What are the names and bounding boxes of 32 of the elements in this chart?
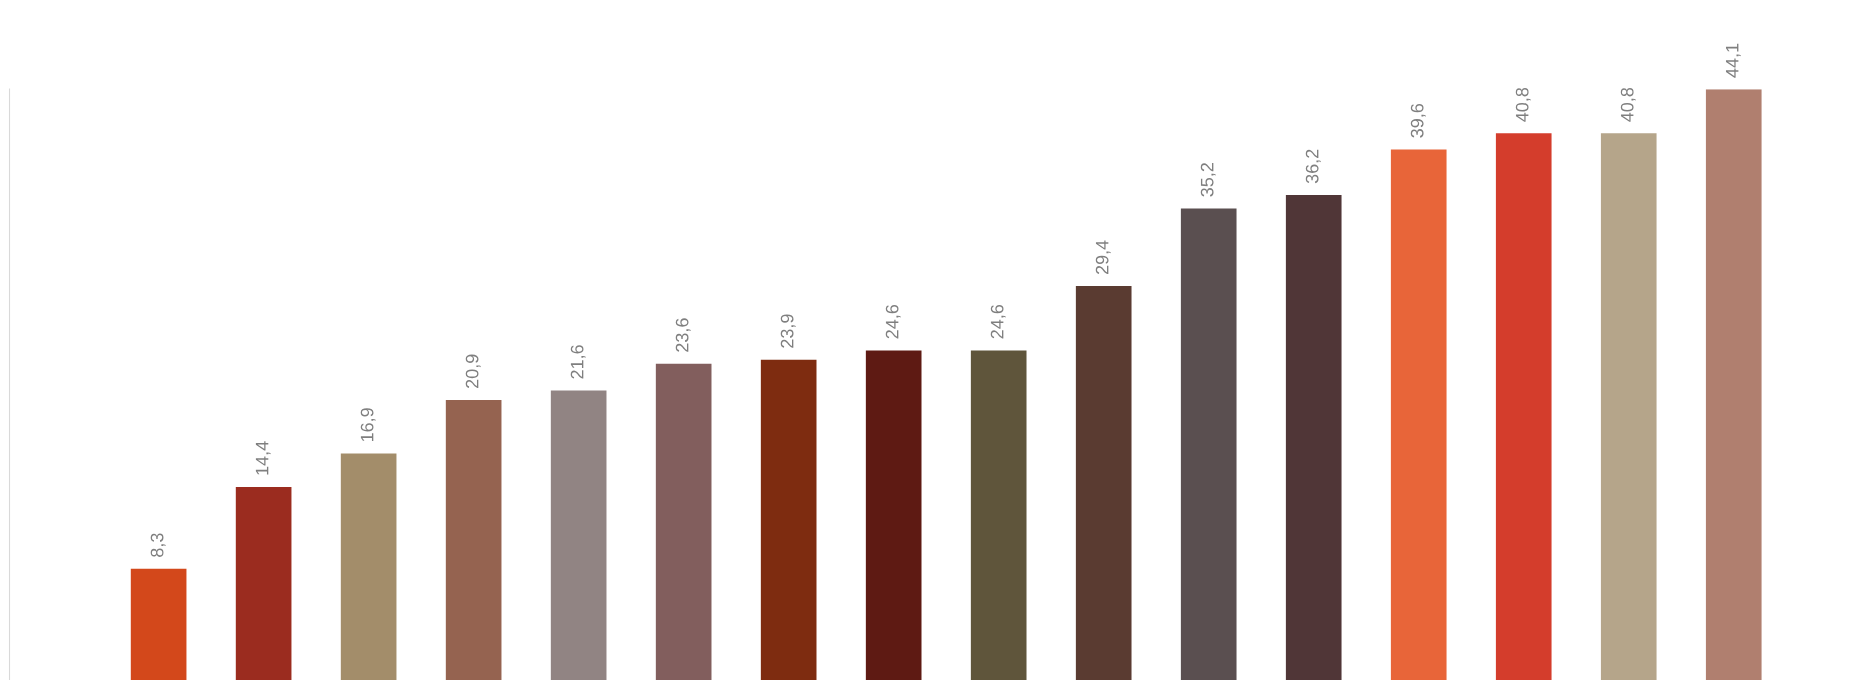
data-label: 24,6 [990, 304, 1006, 339]
data-label: 40,8 [1620, 87, 1636, 122]
data-label: 39,6 [1410, 103, 1426, 138]
bar [130, 568, 187, 680]
bar [1600, 133, 1657, 680]
data-label: 16,9 [360, 408, 376, 442]
bar [655, 363, 712, 680]
bar [550, 390, 607, 680]
bar [865, 350, 922, 680]
data-label: 40,8 [1515, 87, 1531, 122]
data-label: 23,9 [780, 314, 796, 348]
data-label: 21,6 [570, 345, 586, 379]
data-label: 44,1 [1725, 43, 1741, 78]
data-label: 24,6 [885, 304, 901, 339]
data-label: 36,2 [1305, 149, 1321, 184]
bar [760, 359, 817, 680]
bar [1495, 133, 1552, 680]
data-label: 29,4 [1095, 240, 1111, 275]
data-label: 35,2 [1200, 163, 1216, 197]
bar [1075, 286, 1132, 680]
data-label: 8,3 [150, 533, 166, 557]
bar [1390, 149, 1447, 680]
bar [340, 453, 397, 680]
data-label: 23,6 [675, 318, 691, 352]
bar [1285, 195, 1342, 680]
data-label: 20,9 [465, 354, 481, 388]
bar [1180, 208, 1237, 680]
bar [1705, 89, 1762, 680]
bar [445, 399, 502, 680]
bar [970, 350, 1027, 680]
bar [235, 487, 292, 680]
data-label: 14,4 [255, 441, 271, 475]
